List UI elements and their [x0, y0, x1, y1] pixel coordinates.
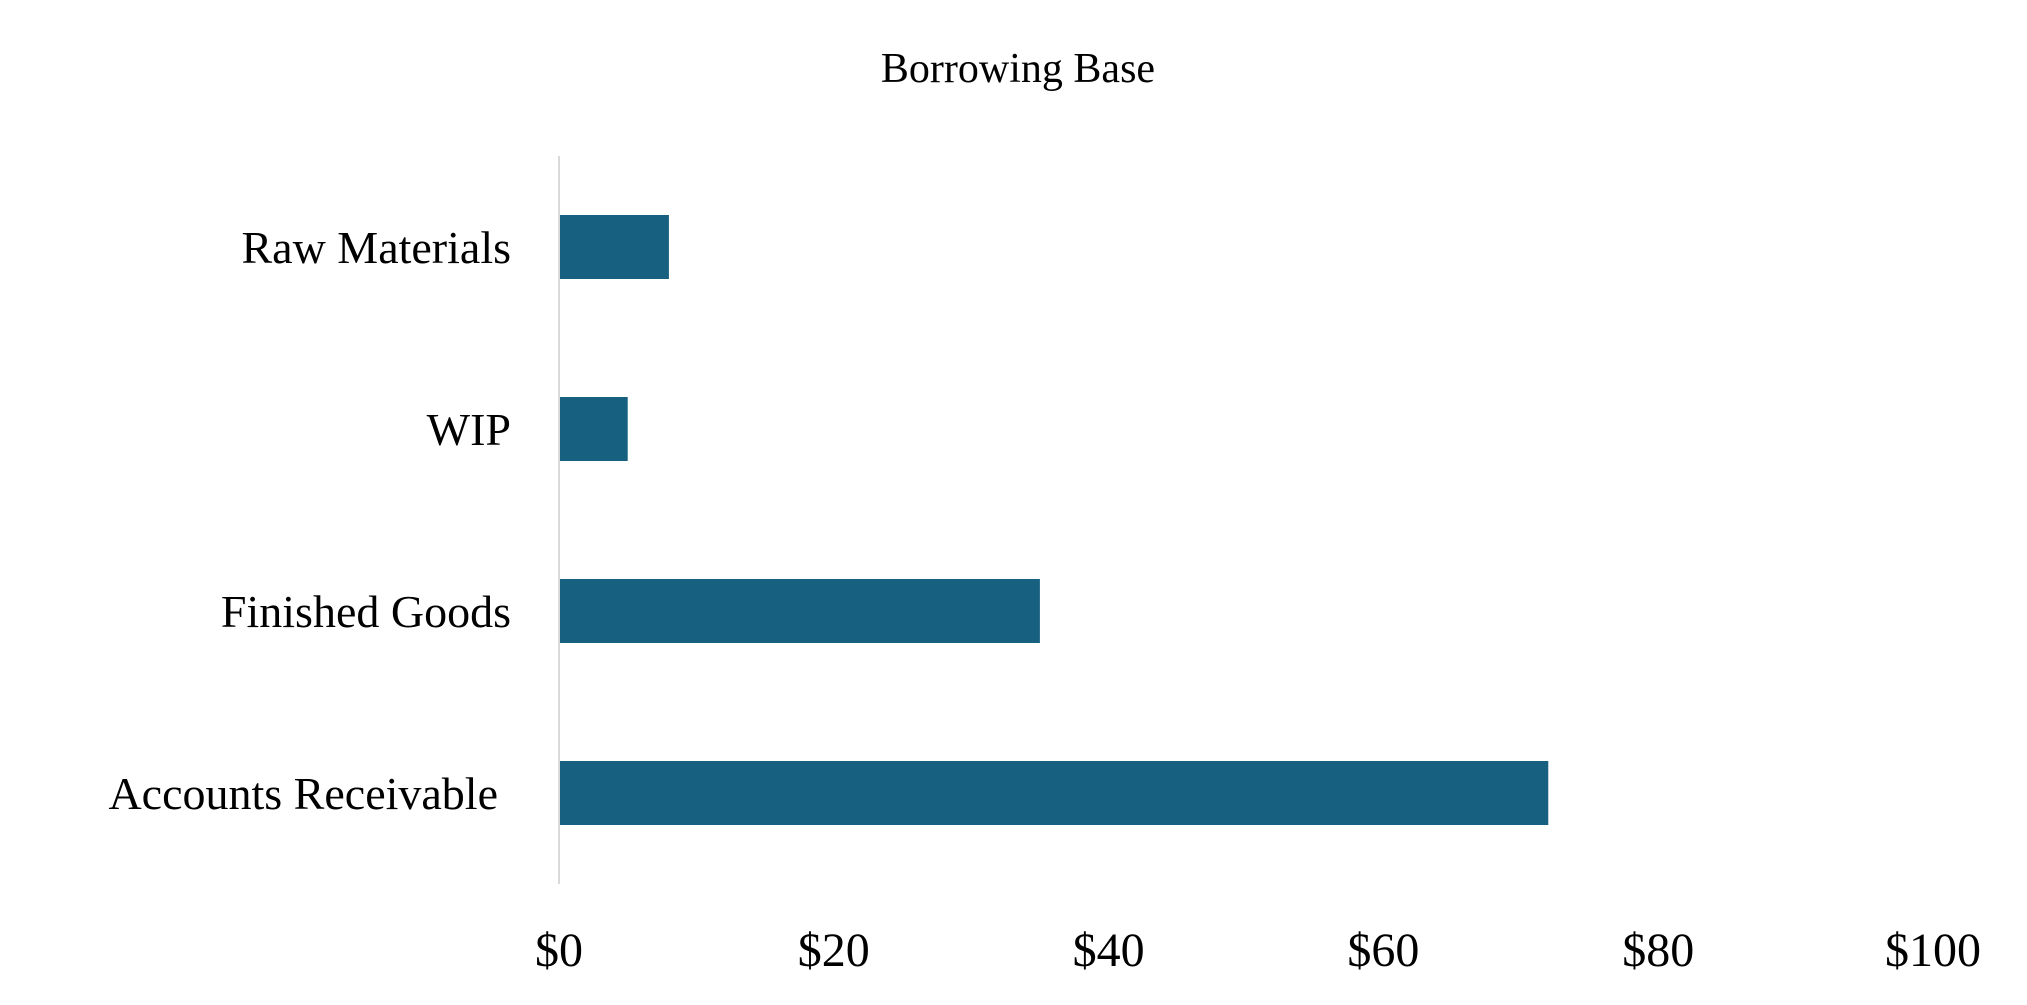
x-tick-label: $80 [1622, 924, 1694, 977]
chart-title: Borrowing Base [881, 46, 1155, 92]
x-tick-label: $60 [1347, 924, 1419, 977]
x-tick-label: $40 [1073, 924, 1145, 977]
bar-accounts-receivable [560, 761, 1549, 825]
x-tick-label: $100 [1885, 924, 1981, 977]
bar-finished-goods [560, 579, 1040, 643]
y-tick-label: Accounts Receivable [108, 768, 498, 819]
x-tick-label: $0 [535, 924, 583, 977]
bar-raw-materials [560, 215, 669, 279]
y-tick-label: Finished Goods [221, 586, 511, 637]
x-tick-label: $20 [798, 924, 870, 977]
y-tick-label: WIP [427, 404, 511, 455]
bar-wip [560, 397, 628, 461]
y-tick-label: Raw Materials [241, 222, 511, 273]
